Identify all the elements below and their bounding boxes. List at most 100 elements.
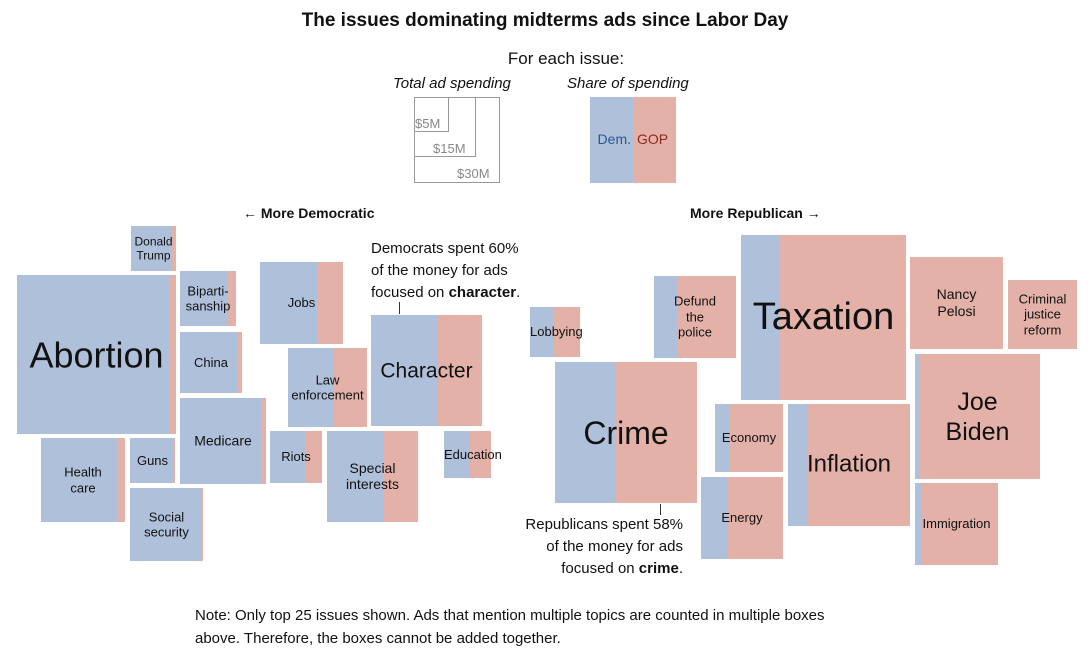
issue-label: Education <box>444 446 502 462</box>
dem-share-bar <box>444 431 470 478</box>
issue-box-bipart: Biparti- sanship <box>179 270 237 327</box>
issue-box-china: China <box>179 331 243 394</box>
dem-annotation-line1: Democrats spent 60% <box>371 240 519 257</box>
issue-box-inflation: Inflation <box>787 403 911 527</box>
issue-box-character: Character <box>370 314 483 427</box>
issue-label: Energy <box>721 510 763 526</box>
issue-label: Inflation <box>806 450 892 478</box>
issue-box-guns: Guns <box>129 437 176 484</box>
dem-share-bar <box>715 404 730 472</box>
dem-share-bar <box>180 398 261 484</box>
gop-share-bar <box>554 307 580 357</box>
gop-share-bar <box>117 438 125 522</box>
dem-share-bar <box>260 262 318 344</box>
dem-annotation-emphasis: character <box>448 284 517 301</box>
gop-share-bar <box>614 362 697 503</box>
legend-subtitle: For each issue: <box>507 49 625 68</box>
issue-box-economy: Economy <box>714 403 784 473</box>
gop-share-bar <box>227 271 236 326</box>
issue-box-biden: Joe Biden <box>914 353 1041 480</box>
issue-box-cjreform: Criminal justice reform <box>1007 279 1078 350</box>
issue-label: Biparti- sanship <box>185 282 231 314</box>
issue-label: Lobbying <box>530 324 583 340</box>
footnote-line1: Note: Only top 25 issues shown. Ads that… <box>195 607 825 624</box>
dem-share-bar <box>555 362 615 503</box>
gop-share-bar <box>778 235 906 400</box>
more-democratic-label: ← More Democratic <box>243 205 375 221</box>
issue-label: Riots <box>281 449 311 465</box>
footnote: Note: Only top 25 issues shown. Ads that… <box>195 604 825 650</box>
issue-label: Immigration <box>922 516 991 532</box>
gop-annotation-line1: Republicans spent 58% <box>525 516 683 533</box>
issue-box-socsec: Social security <box>129 487 204 562</box>
issue-box-defund: Defund the police <box>653 275 737 359</box>
gop-annotation-emphasis: crime <box>638 560 679 577</box>
issue-label: Law enforcement <box>291 371 364 403</box>
dem-share-bar <box>788 404 808 526</box>
gop-share-bar <box>333 348 367 427</box>
gop-share-bar <box>920 354 1040 479</box>
gop-annotation-line3: focused on crime. <box>483 558 683 580</box>
gop-share-bar <box>306 431 322 483</box>
dem-annotation: Democrats spent 60% of the money for ads… <box>371 238 520 304</box>
issue-label: Jobs <box>287 295 316 311</box>
gop-share-bar <box>200 488 203 561</box>
dem-annotation-line2: of the money for ads <box>371 262 508 279</box>
legend-dem-swatch: Dem. <box>590 97 633 183</box>
gop-annotation-text: focused on <box>561 560 639 577</box>
gop-share-bar <box>729 404 783 472</box>
legend-gop-label: GOP <box>637 131 669 147</box>
gop-annotation-line2: of the money for ads <box>546 538 683 555</box>
issue-box-crime: Crime <box>554 361 698 504</box>
more-republican-label: More Republican → <box>690 205 821 221</box>
dem-share-bar <box>530 307 554 357</box>
issue-label: Defund the police <box>674 293 716 340</box>
issue-label: Taxation <box>752 295 895 338</box>
gop-share-bar <box>676 276 736 358</box>
issue-label: Social security <box>144 508 189 540</box>
dem-annotation-text: focused on <box>371 284 449 301</box>
legend-square-5m <box>414 97 449 132</box>
dem-share-bar <box>915 354 920 479</box>
gop-share-bar <box>171 226 176 271</box>
dem-share-bar <box>701 477 728 559</box>
chart-title: The issues dominating midterms ads since… <box>301 10 789 31</box>
gop-share-bar <box>169 275 176 434</box>
dem-share-bar <box>180 271 228 326</box>
gop-share-bar <box>317 262 343 344</box>
legend-dem-label: Dem. <box>597 131 631 147</box>
issue-label: Donald Trump <box>134 234 173 263</box>
dem-annotation-line3: focused on character. <box>371 282 520 304</box>
issue-label: Criminal justice reform <box>1018 291 1067 338</box>
issue-box-riots: Riots <box>269 430 323 484</box>
dem-share-bar <box>131 226 172 271</box>
dem-share-bar <box>270 431 307 483</box>
dem-share-bar <box>130 488 201 561</box>
issue-label: Guns <box>136 452 169 468</box>
issue-box-lobbying: Lobbying <box>529 306 583 358</box>
issue-box-jobs: Jobs <box>259 261 344 345</box>
issue-label: Nancy Pelosi <box>936 286 977 319</box>
gop-share-bar <box>910 257 1003 349</box>
footnote-line2: above. Therefore, the boxes cannot be ad… <box>195 630 561 647</box>
issue-label: Special interests <box>346 459 399 493</box>
issue-label: Crime <box>583 414 669 451</box>
issue-box-trump: Donald Trump <box>130 225 177 272</box>
dem-annotation-period: . <box>516 284 521 301</box>
issue-label: Economy <box>721 430 777 446</box>
gop-share-bar <box>921 483 998 565</box>
issue-box-health: Health care <box>40 437 126 523</box>
gop-share-bar <box>260 398 266 484</box>
issue-label: China <box>194 354 228 370</box>
legend-gop-swatch: GOP <box>633 97 676 183</box>
gop-share-bar <box>173 438 175 483</box>
issue-box-education: Education <box>443 430 502 479</box>
issue-label: Medicare <box>194 432 252 449</box>
legend-share-title: Share of spending <box>567 75 689 92</box>
issue-label: Joe Biden <box>945 387 1010 446</box>
dem-share-bar <box>130 438 174 483</box>
gop-annotation: Republicans spent 58% of the money for a… <box>483 514 683 580</box>
dem-share-bar <box>371 315 438 426</box>
issue-box-abortion: Abortion <box>16 274 177 435</box>
